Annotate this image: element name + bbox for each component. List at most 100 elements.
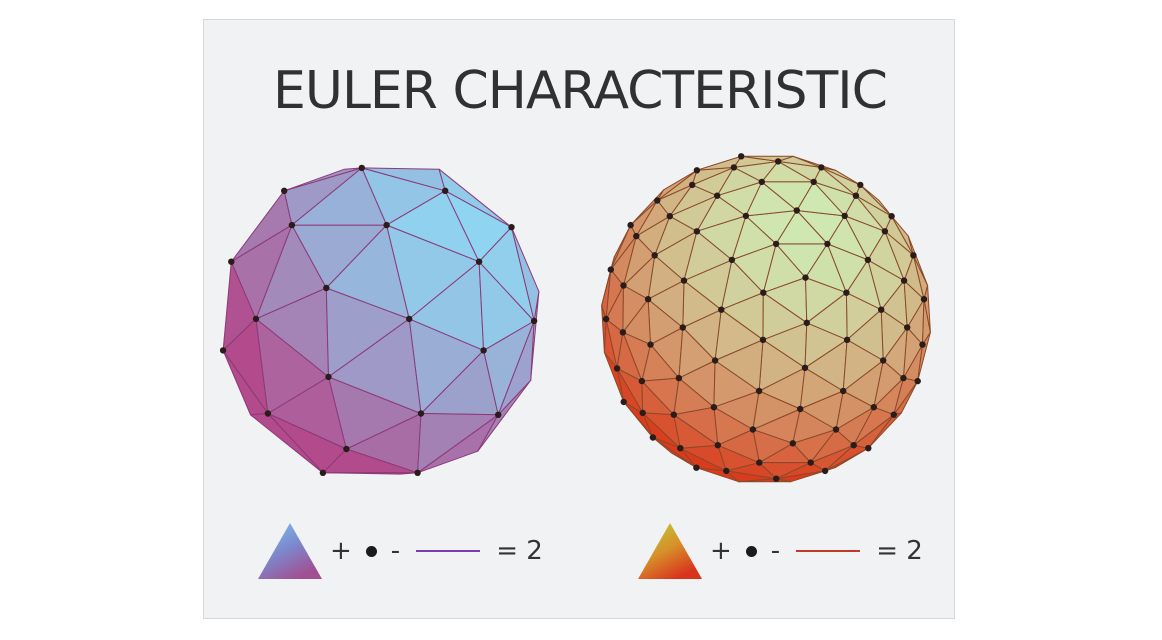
face-triangle xyxy=(714,339,764,392)
vertex-dot xyxy=(649,434,657,441)
vertex-dot xyxy=(738,153,745,160)
vertex-dot xyxy=(620,282,627,289)
vertex-dot xyxy=(852,192,860,199)
vertex-dot xyxy=(508,224,515,231)
face-triangle xyxy=(478,226,535,322)
vertex-dot xyxy=(714,442,721,449)
vertex-dot xyxy=(888,213,895,220)
vertex-dot xyxy=(793,207,800,214)
vertex-dot xyxy=(758,178,765,186)
face-triangle xyxy=(762,292,808,341)
left-formula: + - = 2 xyxy=(256,519,549,583)
vertex-dot xyxy=(530,317,538,325)
vertex-dot xyxy=(760,289,767,296)
vertex-dot xyxy=(644,296,652,303)
vertex-dot xyxy=(843,289,850,296)
vertex-dot xyxy=(602,315,610,323)
vertex-dot xyxy=(358,164,365,172)
face-triangle xyxy=(417,413,499,474)
face-triangle xyxy=(855,195,893,232)
minus-sign: - xyxy=(770,536,781,566)
vertex-dot xyxy=(756,459,763,466)
vertex-dot xyxy=(639,409,646,417)
vertex-dot xyxy=(870,404,877,411)
face-triangle xyxy=(683,230,733,282)
vertex-dot xyxy=(319,469,327,476)
vertex-dot xyxy=(607,266,614,273)
vertex-dot xyxy=(759,336,767,343)
vertex-dot xyxy=(723,467,730,475)
vertex-dot xyxy=(789,440,796,447)
vertex-dot xyxy=(647,341,654,348)
face-triangle xyxy=(758,462,812,480)
vertex-dot xyxy=(417,410,425,417)
vertex-dot xyxy=(728,256,736,264)
page-title: EULER CHARACTERISTIC xyxy=(273,61,888,121)
vertex-dot xyxy=(693,228,701,235)
vertex-dot xyxy=(904,324,911,331)
vertex-dot xyxy=(920,296,928,303)
vertex-dot xyxy=(714,192,721,199)
face-triangle xyxy=(255,318,329,414)
face-triangle xyxy=(826,243,869,294)
vertex-dot xyxy=(910,252,917,259)
edge-line-icon xyxy=(796,550,861,552)
vertex-dot xyxy=(919,341,926,348)
face-triangle xyxy=(622,285,649,333)
vertex-dot-icon xyxy=(745,545,757,557)
face-triangle xyxy=(752,390,801,430)
vertex-dot xyxy=(288,221,296,229)
vertex-dot xyxy=(383,221,390,229)
vertex-dot xyxy=(730,164,738,171)
vertex-dot xyxy=(880,357,887,364)
plus-sign: + xyxy=(710,536,732,566)
vertex-dot xyxy=(850,442,857,449)
vertex-dot xyxy=(832,426,840,433)
vertex-dot xyxy=(774,158,782,165)
face-triangle xyxy=(716,166,763,197)
face-triangle xyxy=(673,414,719,449)
vertex-dot xyxy=(414,469,421,476)
face-triangle xyxy=(250,413,324,474)
right-sphere-icon xyxy=(601,153,931,483)
vertex-dot xyxy=(325,373,332,381)
vertex-dot xyxy=(755,387,763,395)
equals-result: = 2 xyxy=(876,536,923,566)
vertex-dot xyxy=(718,306,725,313)
vertex-dot xyxy=(840,387,847,395)
vertex-dot xyxy=(864,256,872,264)
vertex-dot xyxy=(679,324,686,331)
vertex-dot xyxy=(689,181,696,189)
face-triangle xyxy=(903,280,925,328)
face-triangle xyxy=(669,195,718,232)
vertex-dot xyxy=(620,398,627,406)
vertex-dot xyxy=(810,178,817,186)
vertex-dot xyxy=(323,284,330,292)
face-triangle xyxy=(386,224,480,320)
face-triangle xyxy=(810,429,855,464)
face-triangle xyxy=(497,320,535,416)
face-triangle xyxy=(761,181,815,211)
vertex-dot xyxy=(857,181,864,189)
equals-result: = 2 xyxy=(496,536,543,566)
vertex-dot xyxy=(670,411,677,418)
vertex-dot xyxy=(613,365,621,372)
face-triangle xyxy=(882,327,908,379)
vertex-dot xyxy=(865,445,872,452)
face-triangle xyxy=(328,318,422,414)
face-triangle xyxy=(853,414,895,449)
vertex-dot xyxy=(711,357,719,364)
face-triangle xyxy=(678,327,716,379)
face-triangle xyxy=(731,243,777,294)
edge-line-icon xyxy=(416,550,481,552)
vertex-dot xyxy=(890,411,897,418)
vertex-dot xyxy=(818,164,825,171)
triangle-face-icon xyxy=(258,523,322,579)
face-triangle xyxy=(775,210,828,245)
vertex-dot xyxy=(638,377,646,385)
minus-sign: - xyxy=(390,536,401,566)
face-triangle xyxy=(842,339,884,392)
face-triangle xyxy=(813,166,857,197)
vertex-dot xyxy=(797,405,804,413)
vertex-dot xyxy=(693,167,701,174)
